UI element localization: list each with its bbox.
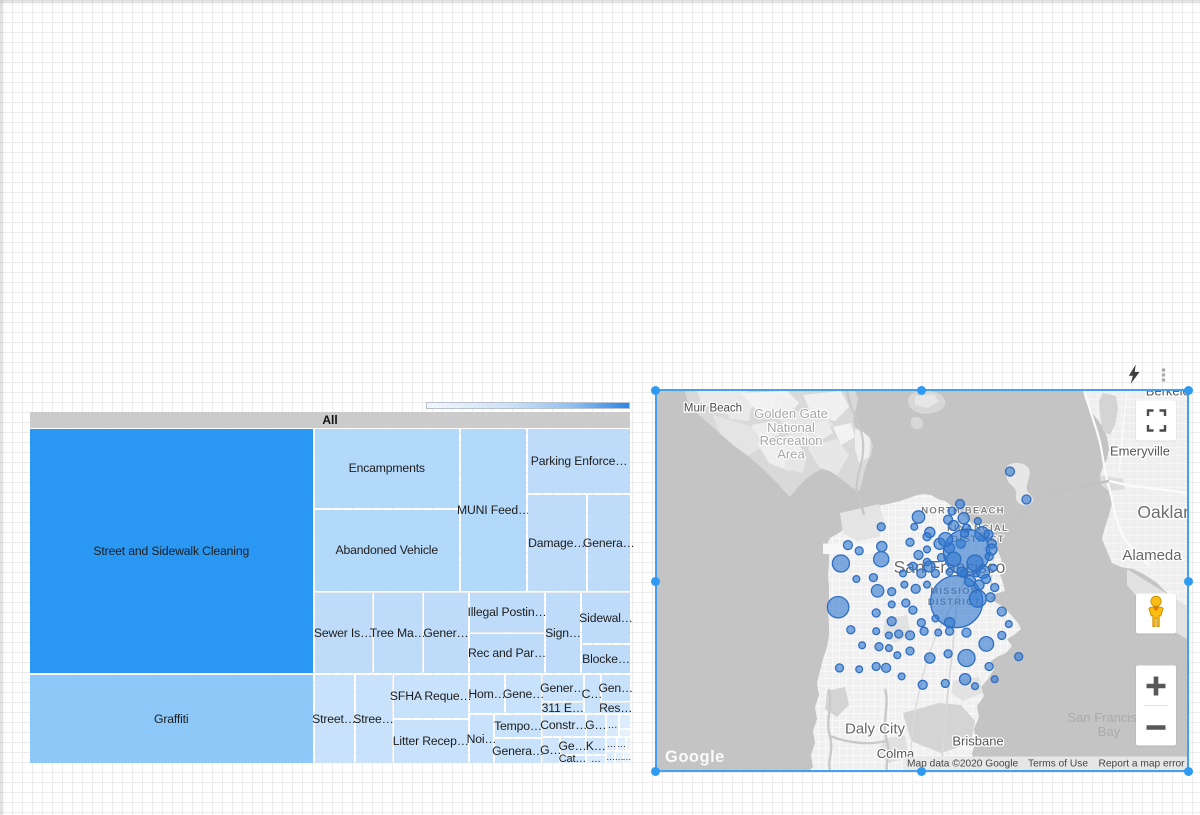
svg-text:Terms of Use: Terms of Use [1028, 759, 1088, 770]
svg-text:Alameda: Alameda [1122, 547, 1182, 564]
svg-text:Golden Gate: Golden Gate [754, 406, 828, 421]
svg-text:Daly City: Daly City [845, 721, 906, 738]
svg-text:Map data ©2020 Google: Map data ©2020 Google [907, 759, 1018, 770]
svg-text:Report a map error: Report a map error [1099, 759, 1186, 770]
svg-text:Muir Beach: Muir Beach [684, 403, 742, 415]
svg-text:Brisbane: Brisbane [952, 734, 1003, 749]
svg-text:Emeryville: Emeryville [1110, 444, 1170, 459]
svg-text:San Francisco: San Francisco [1067, 710, 1150, 725]
svg-text:Recreation: Recreation [760, 433, 823, 448]
svg-text:NORTH BEACH: NORTH BEACH [921, 506, 1004, 517]
svg-text:Area: Area [777, 447, 805, 462]
svg-text:National: National [767, 420, 815, 435]
svg-text:Berkeley: Berkeley [1146, 391, 1187, 399]
svg-text:Google: Google [665, 748, 725, 766]
svg-text:Bay: Bay [1098, 724, 1121, 739]
svg-text:Oakland: Oakland [1137, 502, 1187, 522]
